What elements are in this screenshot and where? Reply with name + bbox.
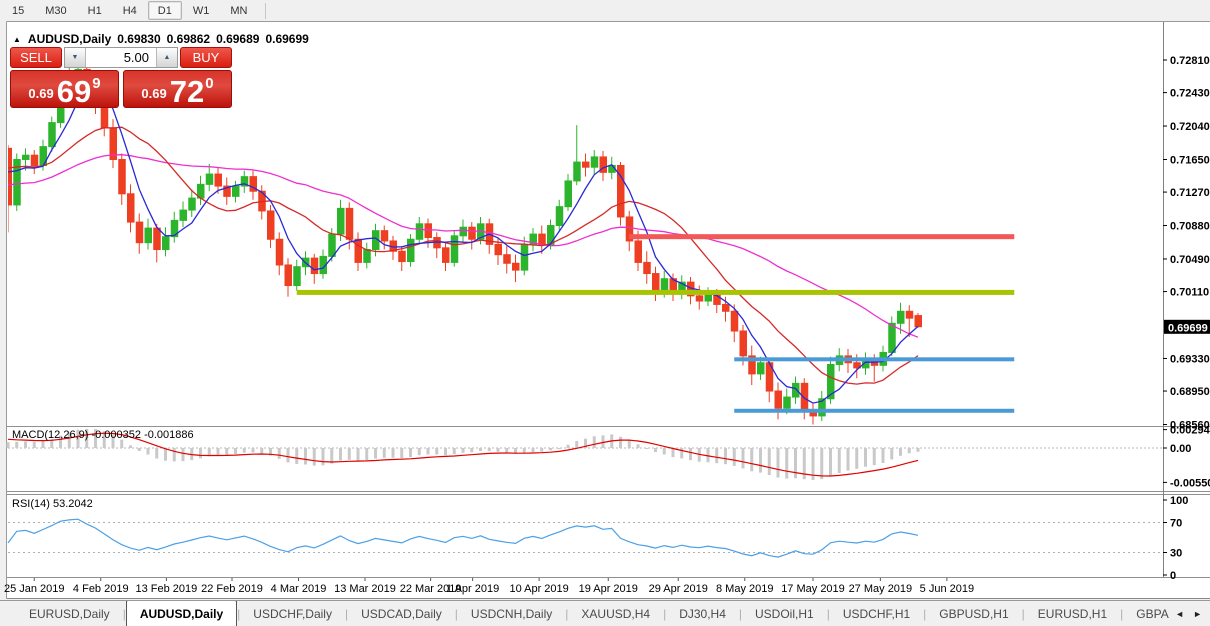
svg-text:30: 30 bbox=[1170, 548, 1182, 560]
svg-text:22 Feb 2019: 22 Feb 2019 bbox=[201, 583, 263, 595]
bar-low-value: 0.69689 bbox=[216, 32, 260, 46]
buy-price-pipette: 0 bbox=[205, 75, 214, 92]
tab-separator: | bbox=[923, 606, 927, 621]
svg-text:-0.005505: -0.005505 bbox=[1170, 477, 1210, 489]
svg-text:8 May 2019: 8 May 2019 bbox=[716, 583, 773, 595]
timeframe-button-h4[interactable]: H4 bbox=[122, 4, 137, 17]
svg-text:0.69330: 0.69330 bbox=[1170, 353, 1210, 365]
timeframe-button-h1[interactable]: H1 bbox=[87, 4, 102, 17]
svg-text:0.68950: 0.68950 bbox=[1170, 386, 1210, 398]
current-price-badge bbox=[1164, 319, 1210, 334]
bar-high-value: 0.69862 bbox=[166, 32, 211, 46]
svg-text:19 Apr 2019: 19 Apr 2019 bbox=[579, 583, 638, 595]
sell-price-pipette: 9 bbox=[92, 75, 101, 92]
buy-button[interactable]: BUY bbox=[180, 47, 232, 68]
timeframe-button-w1[interactable]: W1 bbox=[192, 4, 210, 17]
svg-text:13 Mar 2019: 13 Mar 2019 bbox=[334, 583, 396, 595]
svg-text:0.72430: 0.72430 bbox=[1170, 88, 1210, 100]
svg-text:22 Mar 2019: 22 Mar 2019 bbox=[400, 583, 462, 595]
svg-text:13 Feb 2019: 13 Feb 2019 bbox=[135, 583, 197, 595]
tab-separator: | bbox=[344, 606, 349, 621]
tab-scroll-right-icon[interactable]: ► bbox=[1193, 608, 1202, 619]
svg-text:0.70490: 0.70490 bbox=[1170, 254, 1210, 266]
svg-text:0.70880: 0.70880 bbox=[1170, 221, 1210, 233]
bar-open-value: 0.69830 bbox=[117, 32, 161, 46]
chart-tab-usdcnh-daily[interactable]: USDCNH,Daily bbox=[470, 606, 553, 621]
svg-text:25 Jan 2019: 25 Jan 2019 bbox=[4, 583, 65, 595]
tab-separator: | bbox=[1120, 606, 1124, 621]
svg-text:29 Apr 2019: 29 Apr 2019 bbox=[649, 583, 708, 595]
volume-decrease-icon[interactable]: ▼ bbox=[65, 48, 86, 67]
timeframe-button-m30[interactable]: M30 bbox=[45, 4, 67, 17]
chart-tab-usdcad-daily[interactable]: USDCAD,Daily bbox=[361, 606, 442, 621]
tab-scroll-arrows: ◄ ► bbox=[1169, 600, 1210, 626]
chart-symbol-label: AUDUSD,Daily bbox=[27, 32, 112, 46]
tab-separator: | bbox=[237, 606, 241, 621]
svg-text:0.002942: 0.002942 bbox=[1170, 425, 1210, 437]
svg-text:70: 70 bbox=[1170, 518, 1182, 530]
chart-tab-usdchf-daily[interactable]: USDCHF,Daily bbox=[253, 606, 332, 621]
price-axis: 0.72810 0.72430 0.72040 0.71650 0.71270 0.708… bbox=[1163, 55, 1210, 582]
svg-text:0: 0 bbox=[1170, 570, 1176, 582]
svg-text:4 Feb 2019: 4 Feb 2019 bbox=[73, 583, 129, 595]
svg-text:10 Apr 2019: 10 Apr 2019 bbox=[509, 583, 568, 595]
volume-increase-icon[interactable]: ▲ bbox=[156, 48, 177, 67]
collapse-triangle-icon[interactable]: ▲ bbox=[13, 34, 21, 44]
date-axis: 25 Jan 2019 4 Feb 2019 13 Feb 2019 22 Feb 2… bbox=[4, 578, 974, 595]
tab-separator: | bbox=[122, 606, 126, 621]
chart-tab-audusd-daily[interactable]: AUDUSD,Daily bbox=[125, 601, 238, 626]
svg-text:4 Mar 2019: 4 Mar 2019 bbox=[271, 583, 327, 595]
timeframe-button-d1[interactable]: D1 bbox=[147, 1, 182, 20]
svg-text:27 May 2019: 27 May 2019 bbox=[849, 583, 913, 595]
svg-text:0.71650: 0.71650 bbox=[1170, 154, 1210, 166]
tab-separator: | bbox=[565, 606, 569, 621]
sell-price-prefix: 0.69 bbox=[28, 86, 54, 101]
sell-price-display[interactable]: 0.69 69 9 bbox=[10, 70, 119, 108]
chart-tab-gbpusd-h1[interactable]: GBPUSD,H1 bbox=[939, 606, 1009, 621]
svg-text:0.72040: 0.72040 bbox=[1170, 121, 1210, 133]
svg-text:0.71270: 0.71270 bbox=[1170, 187, 1210, 199]
chart-tab-usdchf-h1[interactable]: USDCHF,H1 bbox=[842, 606, 911, 621]
buy-price-big: 72 bbox=[169, 74, 205, 109]
svg-text:5 Jun 2019: 5 Jun 2019 bbox=[920, 583, 974, 595]
timeframe-button-15[interactable]: 15 bbox=[12, 4, 25, 17]
chart-tab-usdoil-h1[interactable]: USDOil,H1 bbox=[755, 606, 814, 621]
svg-text:0.68560: 0.68560 bbox=[1170, 419, 1210, 431]
rsi-label: RSI(14) 53.2042 bbox=[12, 498, 93, 510]
tab-scroll-left-icon[interactable]: ◄ bbox=[1175, 608, 1185, 619]
sell-price-big: 69 bbox=[56, 74, 92, 109]
chart-tab-bar: EURUSD,Daily | AUDUSD,Daily | USDCHF,Daily | U… bbox=[0, 600, 1210, 626]
chart-tab-eurusd-daily[interactable]: EURUSD,Daily bbox=[29, 606, 110, 621]
tab-separator: | bbox=[738, 606, 743, 621]
bar-close-value: 0.69699 bbox=[265, 32, 309, 46]
tab-separator: | bbox=[826, 606, 830, 621]
timeframe-toolbar: 15 M30 H1 H4 D1 W1 MN bbox=[0, 0, 1210, 21]
chart-title: ▲ AUDUSD,Daily 0.69830 0.69862 0.69689 0… bbox=[13, 32, 309, 46]
volume-spinner: ▼ ▲ bbox=[64, 47, 178, 68]
volume-input[interactable] bbox=[86, 48, 156, 67]
svg-text:0.69699: 0.69699 bbox=[1168, 322, 1208, 334]
tab-separator: | bbox=[454, 606, 458, 621]
chart-tab-xauusd-h4[interactable]: XAUUSD,H4 bbox=[581, 606, 651, 621]
sell-button[interactable]: SELL bbox=[10, 47, 62, 68]
svg-text:17 May 2019: 17 May 2019 bbox=[781, 583, 845, 595]
buy-price-display[interactable]: 0.69 72 0 bbox=[123, 70, 232, 108]
timeframe-button-mn[interactable]: MN bbox=[230, 4, 248, 17]
tab-separator: | bbox=[663, 606, 667, 621]
toolbar-separator bbox=[265, 2, 267, 19]
svg-text:0.00: 0.00 bbox=[1170, 443, 1191, 455]
buy-price-prefix: 0.69 bbox=[141, 86, 167, 101]
one-click-trading-panel: SELL ▼ ▲ BUY 0.69 69 9 0.69 72 0 bbox=[10, 47, 232, 108]
tab-separator: | bbox=[1021, 606, 1025, 621]
svg-text:1 Apr 2019: 1 Apr 2019 bbox=[446, 583, 499, 595]
chart-tab-dj30-h4[interactable]: DJ30,H4 bbox=[679, 606, 726, 621]
macd-label: MACD(12,26,9) -0.000352 -0.001886 bbox=[12, 429, 194, 441]
chart-tab-eurusd-h1[interactable]: EURUSD,H1 bbox=[1037, 606, 1108, 621]
svg-text:0.72810: 0.72810 bbox=[1170, 55, 1210, 67]
svg-text:100: 100 bbox=[1170, 495, 1188, 507]
svg-text:0.70110: 0.70110 bbox=[1170, 287, 1209, 299]
